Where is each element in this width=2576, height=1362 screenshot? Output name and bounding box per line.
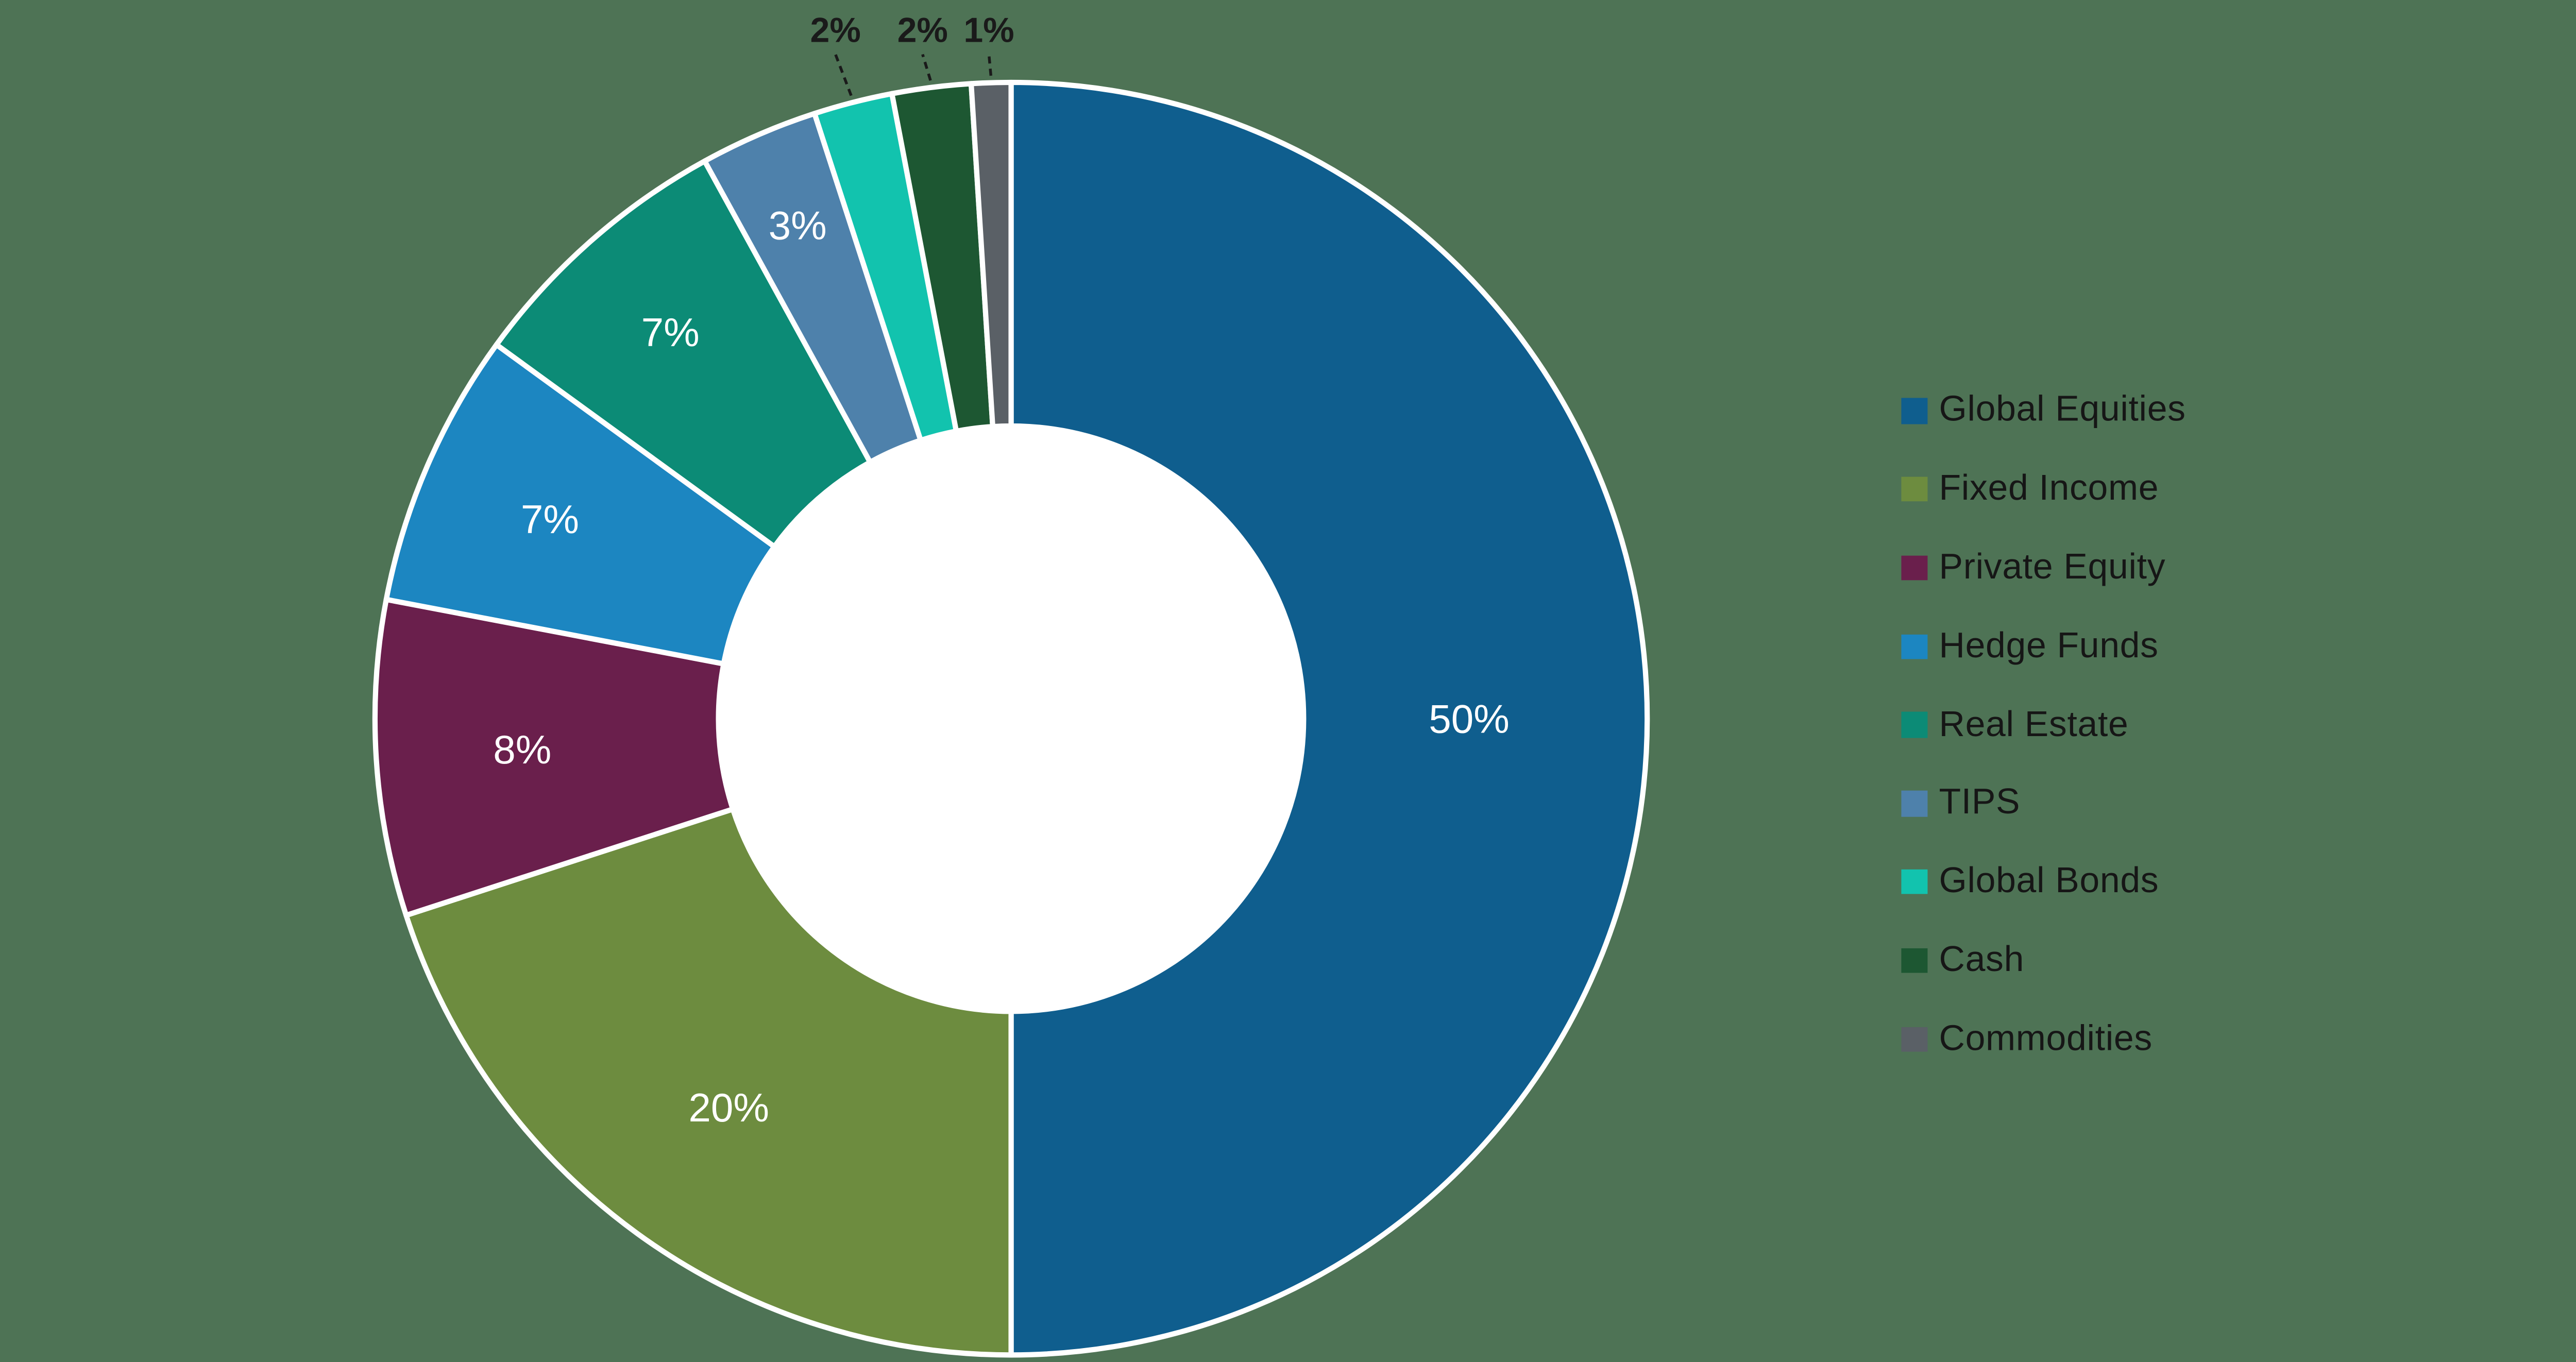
legend-label: Global Bonds — [1939, 861, 2159, 901]
slice-private-equity — [372, 597, 736, 918]
legend-label: Commodities — [1939, 1018, 2153, 1059]
legend-swatch-private-equity — [1901, 555, 1927, 581]
legend-swatch-global-equities — [1901, 398, 1927, 424]
legend-label: Cash — [1939, 939, 2025, 980]
legend-item-global-equities: Global Equities — [1901, 371, 2185, 450]
legend-label: Real Estate — [1939, 704, 2129, 744]
legend-item-cash: Cash — [1901, 921, 2185, 999]
legend-item-real-estate: Real Estate — [1901, 686, 2185, 764]
legend-label: Hedge Funds — [1939, 625, 2159, 666]
legend-swatch-real-estate — [1901, 712, 1927, 738]
data-label-cash: 2% — [897, 11, 948, 50]
leader-line-commodities — [987, 54, 993, 76]
legend-swatch-global-bonds — [1901, 869, 1927, 895]
legend-label: TIPS — [1939, 782, 2021, 823]
legend-swatch-commodities — [1901, 1026, 1927, 1052]
legend-label: Private Equity — [1939, 547, 2166, 587]
legend-item-global-bonds: Global Bonds — [1901, 843, 2185, 921]
legend-swatch-hedge-funds — [1901, 634, 1927, 659]
legend-item-private-equity: Private Equity — [1901, 529, 2185, 607]
legend-item-fixed-income: Fixed Income — [1901, 450, 2185, 529]
chart-legend: Global Equities Fixed Income Private Equit… — [1901, 371, 2185, 1078]
slices-group — [372, 79, 1650, 1358]
data-label-private-equity: 8% — [493, 727, 551, 772]
legend-item-tips: TIPS — [1901, 764, 2185, 843]
data-label-fixed-income: 20% — [688, 1085, 769, 1130]
slice-global-equities — [1008, 79, 1650, 1358]
data-labels-group: 50% 20% 8% 7% 7% 3% 2% 2% 1% — [493, 11, 1510, 1130]
data-label-hedge-funds: 7% — [521, 497, 579, 542]
leader-line-cash — [921, 54, 932, 81]
donut-hole — [715, 422, 1308, 1015]
legend-swatch-fixed-income — [1901, 476, 1927, 502]
leader-line-global-bonds — [834, 54, 853, 96]
data-label-commodities: 1% — [963, 11, 1014, 50]
data-label-real-estate: 7% — [641, 310, 700, 355]
legend-swatch-tips — [1901, 791, 1927, 816]
data-label-global-equities: 50% — [1429, 696, 1510, 742]
data-label-global-bonds: 2% — [810, 11, 861, 50]
slice-fixed-income — [403, 806, 1014, 1358]
legend-swatch-cash — [1901, 947, 1927, 974]
legend-item-commodities: Commodities — [1901, 1000, 2185, 1078]
legend-item-hedge-funds: Hedge Funds — [1901, 607, 2185, 686]
legend-label: Fixed Income — [1939, 468, 2159, 509]
legend-label: Global Equities — [1939, 389, 2186, 431]
slice-commodities — [968, 79, 1014, 430]
leader-lines-group — [834, 54, 993, 96]
data-label-tips: 3% — [769, 203, 827, 248]
slice-hedge-funds — [383, 342, 777, 667]
slice-real-estate — [494, 158, 873, 550]
